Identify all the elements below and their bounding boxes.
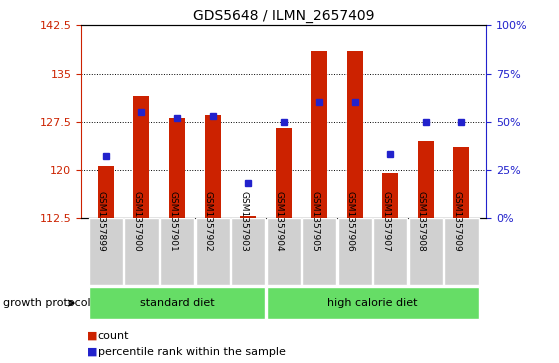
Bar	[347, 51, 363, 218]
Bar	[302, 218, 337, 285]
Text: GSM1357907: GSM1357907	[381, 191, 390, 252]
Bar	[169, 118, 185, 218]
Bar	[453, 147, 470, 218]
Bar	[373, 218, 408, 285]
Text: GSM1357902: GSM1357902	[203, 191, 212, 252]
Text: count: count	[98, 331, 129, 341]
Bar	[205, 115, 221, 218]
Bar	[231, 218, 265, 285]
Bar	[125, 218, 159, 285]
Text: GSM1357904: GSM1357904	[274, 191, 283, 252]
Text: GSM1357906: GSM1357906	[346, 191, 355, 252]
Bar	[382, 173, 399, 218]
Text: GSM1357903: GSM1357903	[239, 191, 248, 252]
Bar	[409, 218, 443, 285]
Bar	[338, 218, 372, 285]
Bar	[418, 141, 434, 218]
Text: GSM1357908: GSM1357908	[417, 191, 426, 252]
Text: high calorie diet: high calorie diet	[328, 298, 418, 308]
Text: GSM1357900: GSM1357900	[132, 191, 141, 252]
Bar	[267, 218, 301, 285]
Bar	[89, 218, 123, 285]
Title: GDS5648 / ILMN_2657409: GDS5648 / ILMN_2657409	[193, 9, 375, 23]
Bar	[311, 51, 327, 218]
Text: growth protocol: growth protocol	[3, 298, 91, 308]
Text: GSM1357909: GSM1357909	[452, 191, 461, 252]
Bar	[240, 216, 256, 218]
Text: standard diet: standard diet	[140, 298, 214, 308]
Bar	[98, 167, 114, 218]
Text: GSM1357899: GSM1357899	[97, 191, 106, 252]
Bar	[160, 218, 194, 285]
Text: percentile rank within the sample: percentile rank within the sample	[98, 347, 286, 357]
Text: GSM1357905: GSM1357905	[310, 191, 319, 252]
Bar	[89, 287, 265, 319]
Text: ■: ■	[87, 331, 97, 341]
Bar	[196, 218, 230, 285]
Bar	[267, 287, 479, 319]
Text: GSM1357901: GSM1357901	[168, 191, 177, 252]
Bar	[444, 218, 479, 285]
Text: ■: ■	[87, 347, 97, 357]
Bar	[134, 96, 149, 218]
Bar	[276, 128, 292, 218]
